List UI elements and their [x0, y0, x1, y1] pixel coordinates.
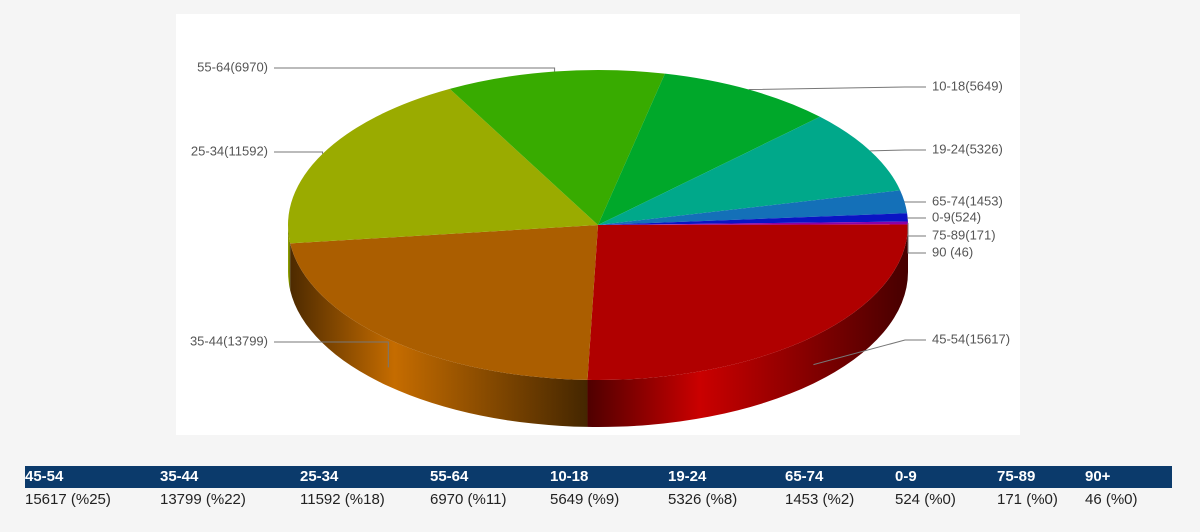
pie-slice	[598, 224, 908, 225]
pie-slice	[598, 73, 820, 226]
table-cell: 15617 (%25)	[25, 491, 111, 508]
leader-line	[907, 217, 926, 219]
pie-slice	[598, 221, 908, 225]
slice-label: 55-64(6970)	[197, 59, 268, 74]
slice-label: 65-74(1453)	[932, 193, 1003, 208]
table-cell: 35-44	[160, 468, 199, 485]
slice-label: 25-34(11592)	[191, 143, 268, 158]
pie-slice	[290, 225, 598, 380]
chart: 45-54(15617) 35-44(13799) 25-34(11592) 55-6…	[189, 59, 1011, 428]
pie-slice	[598, 116, 901, 225]
slice-label: 0-9(524)	[932, 209, 981, 224]
table-cell: 11592 (%18)	[300, 491, 385, 508]
leader-line	[870, 149, 926, 152]
table-cell: 19-24	[668, 468, 707, 485]
table-cell: 171 (%0)	[997, 491, 1058, 508]
pie-slice	[598, 213, 908, 225]
leader-line	[907, 224, 926, 254]
leader-line	[274, 151, 324, 154]
pie-slice	[287, 88, 598, 244]
table-cell: 6970 (%11)	[430, 491, 507, 508]
table-cell: 524 (%0)	[895, 491, 956, 508]
table-cell: 13799 (%22)	[160, 491, 246, 508]
table-cell: 5326 (%8)	[668, 491, 738, 508]
slice-label: 45-54(15617)	[932, 331, 1010, 346]
pie-side	[587, 225, 908, 428]
table-cell: 90+	[1085, 468, 1111, 485]
table-header: 45-54 35-44 25-34 55-64 10-18 19-24 65-74 0-9 75…	[25, 466, 1172, 488]
pie-side	[290, 243, 588, 427]
table-cell: 25-34	[300, 468, 339, 485]
leader-line	[748, 86, 926, 91]
table-cell: 65-74	[785, 468, 824, 485]
slice-label: 19-24(5326)	[932, 141, 1003, 156]
table-cell: 0-9	[895, 468, 917, 485]
leader-line	[274, 67, 556, 72]
table: 45-54 35-44 25-34 55-64 10-18 19-24 65-74 0-9 75…	[25, 466, 1172, 512]
slice-label: 75-89(171)	[932, 227, 996, 242]
leader-line	[813, 339, 926, 366]
slice-label: 35-44(13799)	[190, 333, 268, 348]
pie-slice	[598, 190, 908, 225]
pie-slice	[449, 70, 665, 226]
table-cell: 55-64	[430, 468, 469, 485]
slice-label: 90 (46)	[932, 244, 973, 259]
pie-side	[288, 225, 291, 291]
table-cell: 10-18	[550, 468, 589, 485]
table-cell: 46 (%0)	[1085, 491, 1138, 508]
table-row: 15617 (%25) 13799 (%22) 11592 (%18) 6970 (%…	[25, 488, 1172, 512]
table-cell: 75-89	[997, 468, 1036, 485]
leader-line	[274, 341, 389, 368]
table-cell: 45-54	[25, 468, 64, 485]
pie-slice	[587, 225, 908, 380]
table-cell: 5649 (%9)	[550, 491, 620, 508]
slice-label: 10-18(5649)	[932, 78, 1003, 93]
table-cell: 1453 (%2)	[785, 491, 855, 508]
